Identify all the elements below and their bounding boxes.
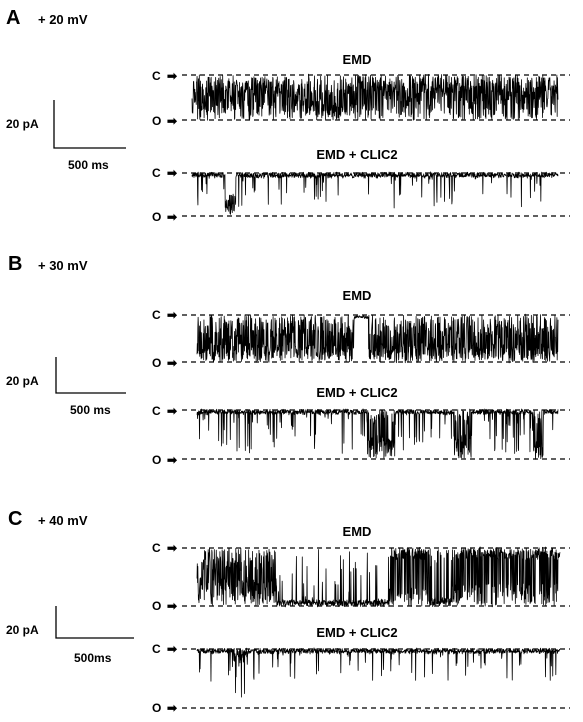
closed-state-label: C	[152, 308, 161, 322]
scale-bar-lines	[53, 100, 126, 149]
trace-title: EMD	[343, 52, 372, 67]
arrow-icon: ➡	[167, 404, 178, 418]
current-trace	[191, 171, 559, 215]
scale-bar-lines	[55, 357, 126, 394]
open-state-label: O	[152, 114, 161, 128]
open-state-label: O	[152, 453, 161, 467]
trace-emd-clic2: EMD + CLIC2 C ➡ O ➡	[152, 147, 570, 224]
scale-bar: 20 pA 500ms	[6, 606, 134, 665]
current-trace	[196, 647, 561, 698]
trace-emd-clic2: EMD + CLIC2 C ➡ O ➡	[152, 385, 570, 467]
arrow-icon: ➡	[167, 69, 178, 83]
closed-state-label: C	[152, 69, 161, 83]
open-state-label: O	[152, 701, 161, 715]
trace-emd: EMD C ➡ O ➡	[152, 288, 570, 370]
current-trace	[196, 408, 559, 460]
closed-state-label: C	[152, 642, 161, 656]
voltage-label: + 30 mV	[38, 258, 88, 273]
closed-state-label: C	[152, 541, 161, 555]
scale-current-label: 20 pA	[6, 623, 39, 637]
arrow-icon: ➡	[167, 308, 178, 322]
trace-title: EMD	[343, 288, 372, 303]
arrow-icon: ➡	[167, 210, 178, 224]
trace-emd: EMD C ➡ O ➡	[152, 52, 570, 128]
panel-b: B + 30 mV 20 pA 500 ms EMD C ➡ O ➡ EMD +…	[6, 253, 570, 467]
trace-title: EMD	[343, 524, 372, 539]
trace-emd: EMD C ➡ O ➡	[152, 524, 570, 613]
arrow-icon: ➡	[167, 701, 178, 715]
arrow-icon: ➡	[167, 642, 178, 656]
arrow-icon: ➡	[167, 166, 178, 180]
panel-c: C + 40 mV 20 pA 500ms EMD C ➡ O ➡ EMD + …	[6, 508, 570, 715]
panel-letter: A	[6, 7, 20, 29]
current-trace	[196, 313, 559, 364]
closed-state-label: C	[152, 404, 161, 418]
open-state-label: O	[152, 599, 161, 613]
trace-emd-clic2: EMD + CLIC2 C ➡ O ➡	[152, 625, 570, 715]
open-state-label: O	[152, 356, 161, 370]
panel-letter: C	[8, 508, 22, 530]
scale-bar: 20 pA 500 ms	[6, 100, 126, 172]
voltage-label: + 20 mV	[38, 12, 88, 27]
scale-time-label: 500ms	[74, 651, 112, 665]
arrow-icon: ➡	[167, 453, 178, 467]
arrow-icon: ➡	[167, 114, 178, 128]
arrow-icon: ➡	[167, 599, 178, 613]
scale-time-label: 500 ms	[68, 158, 109, 172]
trace-title: EMD + CLIC2	[316, 147, 397, 162]
trace-title: EMD + CLIC2	[316, 625, 397, 640]
current-trace	[196, 546, 561, 608]
scale-bar: 20 pA 500 ms	[6, 357, 126, 417]
scale-current-label: 20 pA	[6, 374, 39, 388]
current-trace	[191, 73, 559, 121]
scale-bar-lines	[55, 606, 134, 639]
trace-title: EMD + CLIC2	[316, 385, 397, 400]
arrow-icon: ➡	[167, 356, 178, 370]
panel-letter: B	[8, 253, 22, 275]
voltage-label: + 40 mV	[38, 513, 88, 528]
scale-time-label: 500 ms	[70, 403, 111, 417]
scale-current-label: 20 pA	[6, 117, 39, 131]
open-state-label: O	[152, 210, 161, 224]
panel-a: A + 20 mV 20 pA 500 ms EMD C ➡ O ➡ EMD +…	[6, 7, 570, 224]
arrow-icon: ➡	[167, 541, 178, 555]
closed-state-label: C	[152, 166, 161, 180]
